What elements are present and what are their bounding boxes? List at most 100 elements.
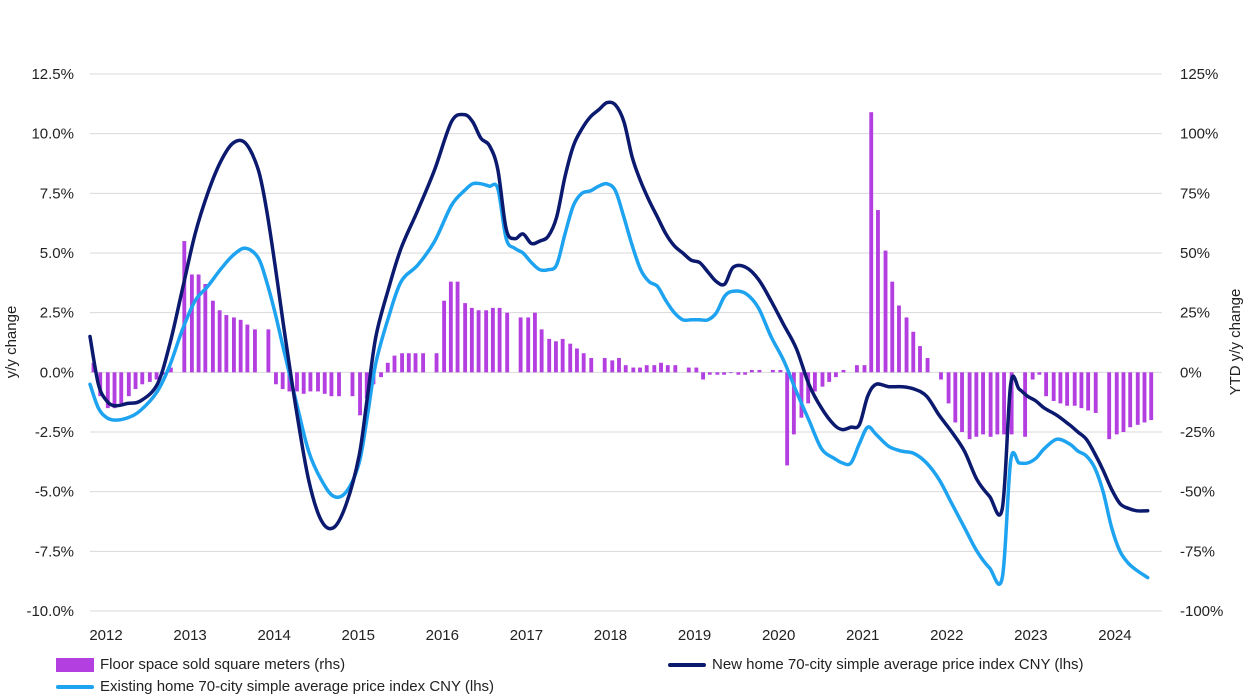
left-tick-label: 7.5%: [40, 185, 74, 202]
floor-space-bar: [974, 372, 979, 437]
floor-space-bar: [1093, 372, 1098, 413]
floor-space-bar: [1002, 372, 1006, 435]
left-tick-label: -7.5%: [35, 543, 74, 560]
floor-space-bar: [224, 315, 229, 373]
floor-space-bar: [337, 372, 341, 397]
left-tick-label: -2.5%: [35, 424, 74, 441]
floor-space-bar: [463, 303, 468, 373]
left-tick-label: 5.0%: [40, 245, 74, 262]
right-tick-label: -75%: [1180, 543, 1215, 560]
floor-space-bar: [785, 372, 790, 466]
floor-space-bar: [560, 338, 565, 373]
legend-existing-home-label: Existing home 70-city simple average pri…: [100, 678, 495, 695]
floor-space-bar: [547, 338, 552, 373]
floor-space-bar: [442, 300, 447, 373]
legend-existing-home: Existing home 70-city simple average pri…: [56, 678, 494, 695]
floor-space-bar: [119, 372, 124, 404]
floor-space-bar: [105, 372, 110, 409]
new-home-swatch: [668, 662, 706, 667]
floor-space-bar: [1030, 372, 1035, 380]
x-tick-label: 2016: [426, 627, 459, 644]
floor-space-bar: [469, 307, 474, 373]
floor-space-bar: [253, 329, 257, 373]
floor-space-bar: [364, 372, 369, 399]
floor-space-bar: [189, 274, 194, 373]
left-tick-label: 10.0%: [31, 126, 74, 143]
floor-space-bar: [1023, 372, 1028, 437]
floor-space-bar: [1107, 372, 1112, 440]
floor-space-bar: [266, 329, 271, 373]
floor-space-bar: [939, 372, 943, 380]
floor-space-bar: [918, 346, 922, 373]
left-tick-label: 12.5%: [31, 66, 74, 83]
floor-space-bar: [532, 312, 537, 373]
floor-space-bar: [1051, 372, 1056, 401]
floor-space-bar: [217, 310, 222, 373]
floor-space-bar: [1058, 372, 1063, 404]
floor-space-bar: [981, 372, 985, 435]
floor-space-bar: [154, 372, 159, 380]
right-tick-label: -25%: [1180, 424, 1215, 441]
floor-space-bar: [308, 372, 313, 392]
floor-space-bar: [147, 372, 152, 382]
floor-space-bars: [91, 112, 1154, 466]
floor-space-bar: [274, 372, 278, 385]
floor-space-bar: [665, 365, 670, 373]
floor-space-bar: [505, 312, 510, 373]
floor-space-bar: [295, 372, 299, 392]
floor-space-bar: [946, 372, 951, 404]
floor-space-bar: [638, 367, 642, 373]
floor-space-bar: [812, 372, 817, 392]
floor-space-bar: [112, 372, 117, 409]
x-tick-label: 2022: [930, 627, 963, 644]
floor-space-bar: [203, 284, 208, 373]
x-tick-label: 2024: [1098, 627, 1131, 644]
right-tick-label: 75%: [1180, 185, 1210, 202]
floor-space-bar: [644, 365, 649, 373]
floor-space-bar: [589, 358, 594, 373]
floor-space-bar: [736, 372, 741, 375]
floor-space-bar: [617, 358, 621, 373]
floor-space-bar: [631, 367, 636, 373]
floor-space-bar: [539, 329, 544, 373]
floor-space-bar: [1072, 372, 1077, 406]
right-tick-label: -50%: [1180, 484, 1215, 501]
floor-space-bar: [855, 365, 859, 373]
floor-space-bar: [280, 372, 285, 390]
x-tick-label: 2017: [510, 627, 543, 644]
floor-space-bar: [400, 353, 404, 373]
left-axis-ticks: 12.5% 10.0% 7.5% 5.0% 2.5% 0.0% -2.5% -5.0% -7.5…: [26, 66, 74, 620]
x-tick-label: 2018: [594, 627, 627, 644]
floor-space-bar: [245, 324, 250, 373]
floor-space-bar: [659, 362, 663, 373]
floor-space-bar: [434, 353, 439, 373]
floor-space-bar: [1079, 372, 1084, 409]
floor-space-bar: [182, 241, 187, 373]
existing-home-swatch: [56, 684, 94, 689]
floor-space-bar: [98, 372, 103, 397]
floor-space-bar: [1065, 372, 1070, 406]
floor-space-bar: [1121, 372, 1126, 432]
new-home-line: [88, 100, 1150, 531]
floor-space-bar: [421, 353, 426, 373]
right-axis-ticks: 125% 100% 75% 50% 25% 0% -25% -50% -75% -100%: [1180, 66, 1223, 620]
floor-space-bar: [749, 369, 754, 373]
x-tick-label: 2012: [89, 627, 122, 644]
floor-space-bar: [406, 353, 411, 373]
floor-space-bar: [995, 372, 1000, 435]
floor-space-bar: [1142, 372, 1147, 423]
left-tick-label: -10.0%: [26, 603, 74, 620]
floor-space-bar: [770, 369, 775, 373]
right-tick-label: 125%: [1180, 66, 1218, 83]
floor-space-bar: [673, 365, 678, 373]
floor-space-bar: [883, 250, 888, 373]
floor-space-bar: [876, 210, 880, 373]
floor-space-bar: [476, 310, 481, 373]
floor-space-bar: [728, 372, 733, 374]
right-tick-label: 25%: [1180, 305, 1210, 322]
left-axis-title: y/y change: [3, 306, 20, 379]
x-tick-label: 2023: [1014, 627, 1047, 644]
floor-space-bar: [897, 305, 901, 373]
floor-space-bar: [1135, 372, 1140, 425]
floor-space-bar: [911, 331, 916, 373]
